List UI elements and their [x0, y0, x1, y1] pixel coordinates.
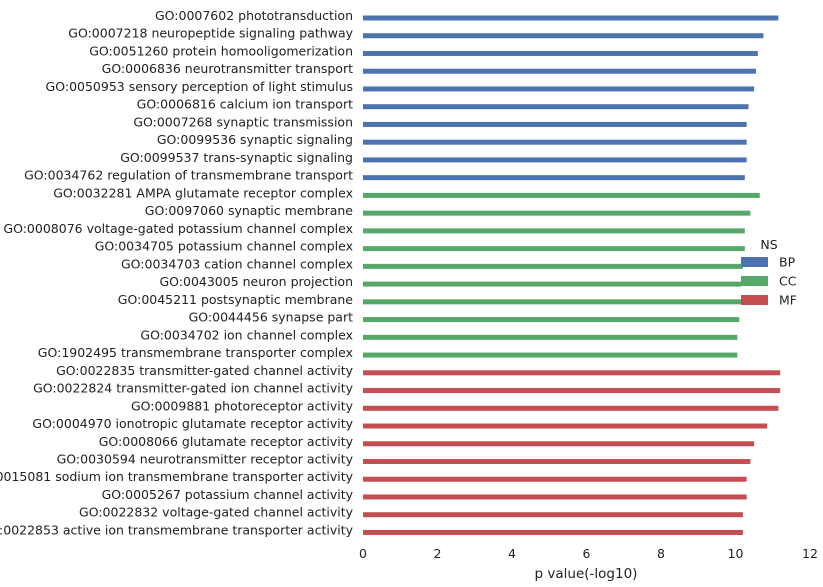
category-label-21: GO:0022835 transmitter-gated channel act…: [56, 363, 353, 378]
category-label-7: GO:0007268 synaptic transmission: [133, 114, 353, 129]
bar-10: [363, 175, 745, 181]
x-tick-label-2: 2: [434, 546, 442, 561]
category-label-26: GO:0030594 neurotransmitter receptor act…: [57, 452, 354, 467]
legend-label-bp: BP: [779, 255, 796, 270]
category-label-17: GO:0045211 postsynaptic membrane: [118, 292, 354, 307]
legend: NS BP CC MF: [741, 237, 797, 308]
category-label-18: GO:0044456 synapse part: [189, 310, 353, 325]
bars: [363, 15, 781, 535]
bar-2: [363, 33, 764, 39]
category-label-6: GO:0006816 calcium ion transport: [137, 97, 353, 112]
bar-21: [363, 370, 781, 376]
bar-1: [363, 15, 779, 21]
bar-3: [363, 50, 758, 56]
category-label-23: GO:0009881 photoreceptor activity: [131, 398, 354, 413]
x-axis-label: p value(-log10): [535, 566, 638, 582]
category-labels: GO:0007602 phototransduction GO:0007218 n…: [0, 8, 354, 537]
category-label-12: GO:0097060 synaptic membrane: [145, 203, 354, 218]
legend-label-cc: CC: [779, 274, 797, 289]
category-label-9: GO:0099537 trans-synaptic signaling: [120, 150, 353, 165]
category-label-30: GO:0022853 active ion transmembrane tran…: [0, 522, 354, 537]
legend-swatch-cc: [741, 276, 768, 286]
category-label-27: GO:0015081 sodium ion transmembrane tran…: [0, 469, 354, 484]
bar-20: [363, 352, 738, 358]
category-label-5: GO:0050953 sensory perception of light s…: [46, 79, 353, 94]
category-label-25: GO:0008066 glutamate receptor activity: [99, 434, 354, 449]
category-label-1: GO:0007602 phototransduction: [155, 8, 353, 23]
legend-label-mf: MF: [779, 293, 797, 308]
bar-19: [363, 334, 738, 340]
x-tick-label-10: 10: [728, 546, 744, 561]
bar-14: [363, 246, 745, 252]
bar-18: [363, 317, 740, 323]
category-label-11: GO:0032281 AMPA glutamate receptor compl…: [53, 185, 353, 200]
bar-8: [363, 139, 747, 145]
category-label-24: GO:0004970 ionotropic glutamate receptor…: [32, 416, 353, 431]
bar-28: [363, 494, 747, 500]
bar-6: [363, 104, 749, 110]
x-tick-label-6: 6: [583, 546, 591, 561]
category-label-29: GO:0022832 voltage-gated channel activit…: [79, 505, 354, 520]
bar-7: [363, 121, 747, 127]
category-label-22: GO:0022824 transmitter-gated ion channel…: [33, 381, 354, 396]
category-label-2: GO:0007218 neuropeptide signaling pathwa…: [68, 26, 353, 41]
category-label-13: GO:0008076 voltage-gated potassium chann…: [3, 221, 353, 236]
bar-4: [363, 68, 756, 74]
category-label-4: GO:0006836 neurotransmitter transport: [102, 61, 353, 76]
bar-22: [363, 388, 781, 394]
bar-12: [363, 210, 751, 216]
category-label-8: GO:0099536 synaptic signaling: [157, 132, 353, 147]
category-label-19: GO:0034702 ion channel complex: [140, 327, 353, 342]
bar-11: [363, 192, 760, 198]
legend-swatch-mf: [741, 295, 768, 305]
bar-29: [363, 512, 743, 518]
bar-26: [363, 459, 751, 464]
category-label-15: GO:0034703 cation channel complex: [121, 256, 353, 271]
bar-17: [363, 299, 742, 305]
category-label-3: GO:0051260 protein homooligomerization: [89, 43, 353, 58]
bar-25: [363, 441, 755, 447]
category-label-14: GO:0034705 potassium channel complex: [95, 239, 353, 254]
bar-13: [363, 228, 745, 234]
x-axis-ticks: 0 2 4 6 8 10 12: [359, 546, 818, 561]
category-label-16: GO:0043005 neuron projection: [159, 274, 353, 289]
bar-27: [363, 476, 747, 482]
legend-swatch-bp: [741, 257, 768, 267]
bar-5: [363, 86, 755, 92]
bar-30: [363, 529, 743, 535]
x-tick-label-0: 0: [359, 546, 367, 561]
category-label-20: GO:1902495 transmembrane transporter com…: [38, 345, 353, 360]
x-tick-label-8: 8: [657, 546, 665, 561]
category-label-28: GO:0005267 potassium channel activity: [102, 487, 354, 502]
x-tick-label-12: 12: [802, 546, 818, 561]
bar-9: [363, 157, 747, 163]
bar-15: [363, 263, 743, 269]
legend-title: NS: [760, 237, 777, 252]
bar-16: [363, 281, 742, 287]
bar-23: [363, 405, 779, 411]
bar-24: [363, 423, 768, 429]
category-label-10: GO:0034762 regulation of transmembrane t…: [24, 168, 353, 183]
x-tick-label-4: 4: [508, 546, 516, 561]
